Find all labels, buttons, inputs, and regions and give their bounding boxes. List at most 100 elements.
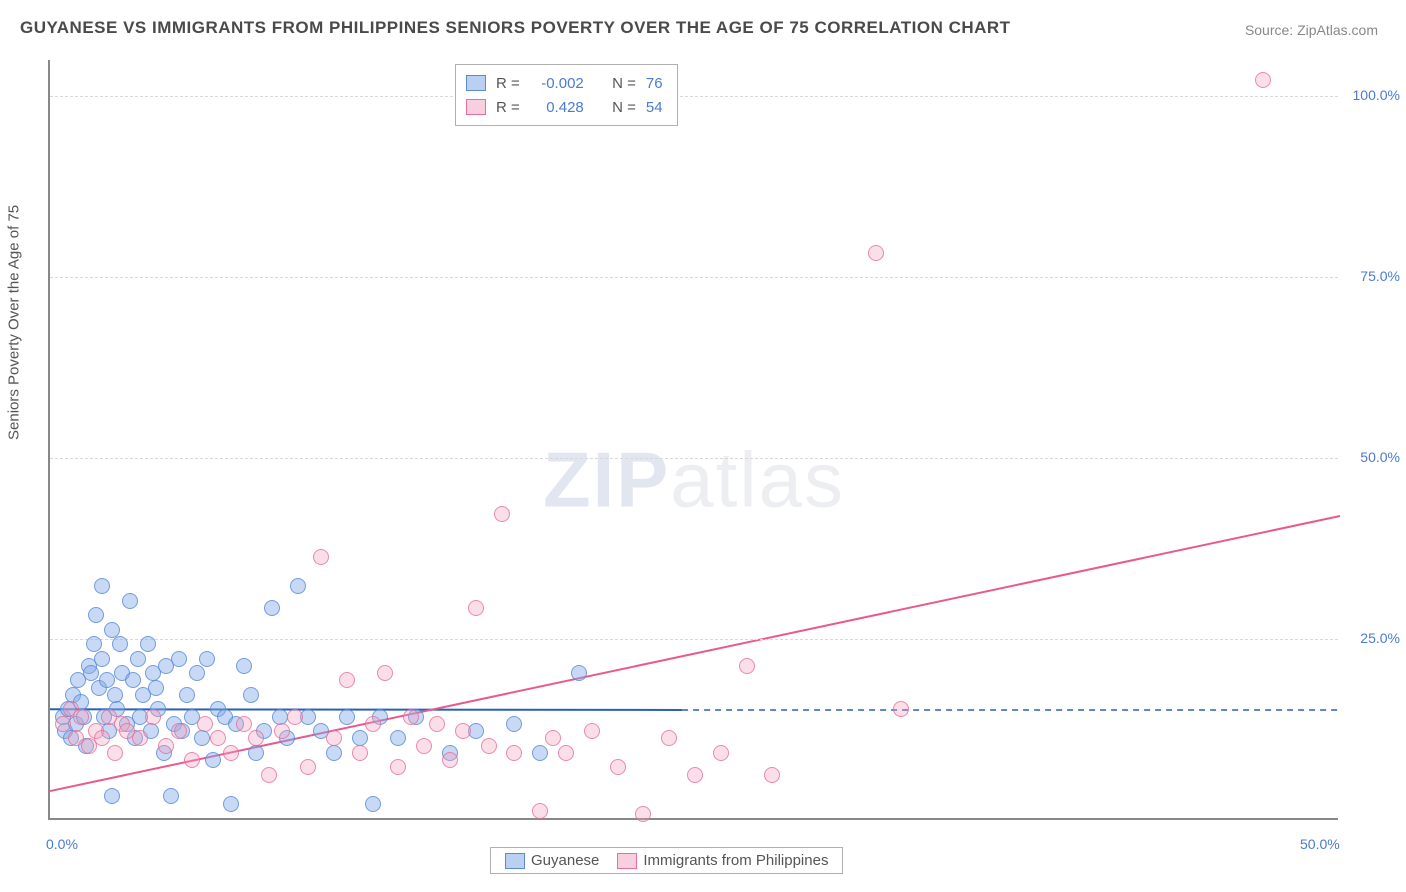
legend-item-philippines: Immigrants from Philippines: [617, 852, 828, 869]
data-point-guyanese: [248, 745, 264, 761]
r-value-guyanese: -0.002: [530, 75, 584, 92]
data-point-philippines: [494, 506, 510, 522]
data-point-guyanese: [194, 730, 210, 746]
data-point-guyanese: [88, 607, 104, 623]
data-point-philippines: [287, 709, 303, 725]
x-tick-label: 0.0%: [46, 836, 78, 852]
x-tick-label: 50.0%: [1300, 836, 1340, 852]
correlation-legend: R = -0.002 N = 76 R = 0.428 N = 54: [455, 64, 678, 126]
n-value-philippines: 54: [646, 99, 663, 116]
legend-row-guyanese: R = -0.002 N = 76: [466, 71, 663, 95]
data-point-philippines: [1255, 72, 1271, 88]
data-point-guyanese: [236, 658, 252, 674]
swatch-pink: [617, 853, 637, 869]
data-point-guyanese: [122, 593, 138, 609]
data-point-guyanese: [272, 709, 288, 725]
data-point-philippines: [416, 738, 432, 754]
n-label: N =: [612, 99, 636, 116]
legend-row-philippines: R = 0.428 N = 54: [466, 95, 663, 119]
data-point-guyanese: [130, 651, 146, 667]
data-point-philippines: [558, 745, 574, 761]
regression-lines-layer: [50, 60, 1338, 818]
r-value-philippines: 0.428: [530, 99, 584, 116]
data-point-guyanese: [339, 709, 355, 725]
chart-title: GUYANESE VS IMMIGRANTS FROM PHILIPPINES …: [20, 18, 1011, 38]
data-point-philippines: [261, 767, 277, 783]
gridline: [50, 277, 1338, 278]
data-point-philippines: [73, 709, 89, 725]
data-point-philippines: [403, 709, 419, 725]
data-point-guyanese: [189, 665, 205, 681]
data-point-guyanese: [532, 745, 548, 761]
n-value-guyanese: 76: [646, 75, 663, 92]
data-point-guyanese: [199, 651, 215, 667]
n-label: N =: [612, 75, 636, 92]
y-tick-label: 75.0%: [1345, 268, 1400, 284]
y-tick-label: 100.0%: [1345, 87, 1400, 103]
data-point-guyanese: [205, 752, 221, 768]
watermark-zip: ZIP: [543, 436, 670, 524]
data-point-guyanese: [365, 796, 381, 812]
data-point-guyanese: [243, 687, 259, 703]
data-point-philippines: [300, 759, 316, 775]
swatch-pink: [466, 99, 486, 115]
data-point-philippines: [764, 767, 780, 783]
r-label: R =: [496, 99, 520, 116]
data-point-philippines: [713, 745, 729, 761]
data-point-philippines: [429, 716, 445, 732]
data-point-philippines: [107, 745, 123, 761]
data-point-philippines: [94, 730, 110, 746]
data-point-philippines: [390, 759, 406, 775]
data-point-philippines: [313, 549, 329, 565]
data-point-philippines: [197, 716, 213, 732]
data-point-guyanese: [179, 687, 195, 703]
data-point-philippines: [339, 672, 355, 688]
data-point-philippines: [893, 701, 909, 717]
plot-area: ZIPatlas 25.0%50.0%75.0%100.0%0.0%50.0%: [48, 60, 1338, 820]
data-point-philippines: [377, 665, 393, 681]
data-point-philippines: [506, 745, 522, 761]
data-point-guyanese: [148, 680, 164, 696]
data-point-guyanese: [163, 788, 179, 804]
data-point-guyanese: [326, 745, 342, 761]
y-tick-label: 50.0%: [1345, 449, 1400, 465]
watermark: ZIPatlas: [543, 435, 845, 526]
series-legend: Guyanese Immigrants from Philippines: [490, 847, 843, 874]
data-point-guyanese: [171, 651, 187, 667]
data-point-guyanese: [506, 716, 522, 732]
data-point-philippines: [532, 803, 548, 819]
watermark-atlas: atlas: [670, 436, 845, 524]
data-point-philippines: [739, 658, 755, 674]
data-point-philippines: [868, 245, 884, 261]
data-point-guyanese: [390, 730, 406, 746]
data-point-guyanese: [223, 796, 239, 812]
data-point-guyanese: [125, 672, 141, 688]
gridline: [50, 96, 1338, 97]
data-point-guyanese: [107, 687, 123, 703]
data-point-philippines: [55, 716, 71, 732]
data-point-philippines: [584, 723, 600, 739]
data-point-philippines: [545, 730, 561, 746]
data-point-philippines: [171, 723, 187, 739]
source-attribution: Source: ZipAtlas.com: [1245, 22, 1378, 38]
data-point-philippines: [352, 745, 368, 761]
data-point-philippines: [635, 806, 651, 822]
y-tick-label: 25.0%: [1345, 630, 1400, 646]
data-point-philippines: [326, 730, 342, 746]
data-point-guyanese: [94, 651, 110, 667]
swatch-blue: [505, 853, 525, 869]
legend-label-guyanese: Guyanese: [531, 852, 599, 869]
gridline: [50, 639, 1338, 640]
data-point-philippines: [236, 716, 252, 732]
data-point-philippines: [158, 738, 174, 754]
data-point-philippines: [481, 738, 497, 754]
data-point-philippines: [274, 723, 290, 739]
data-point-philippines: [184, 752, 200, 768]
swatch-blue: [466, 75, 486, 91]
data-point-guyanese: [94, 578, 110, 594]
data-point-guyanese: [140, 636, 156, 652]
legend-label-philippines: Immigrants from Philippines: [643, 852, 828, 869]
data-point-philippines: [661, 730, 677, 746]
data-point-guyanese: [112, 636, 128, 652]
data-point-philippines: [468, 600, 484, 616]
